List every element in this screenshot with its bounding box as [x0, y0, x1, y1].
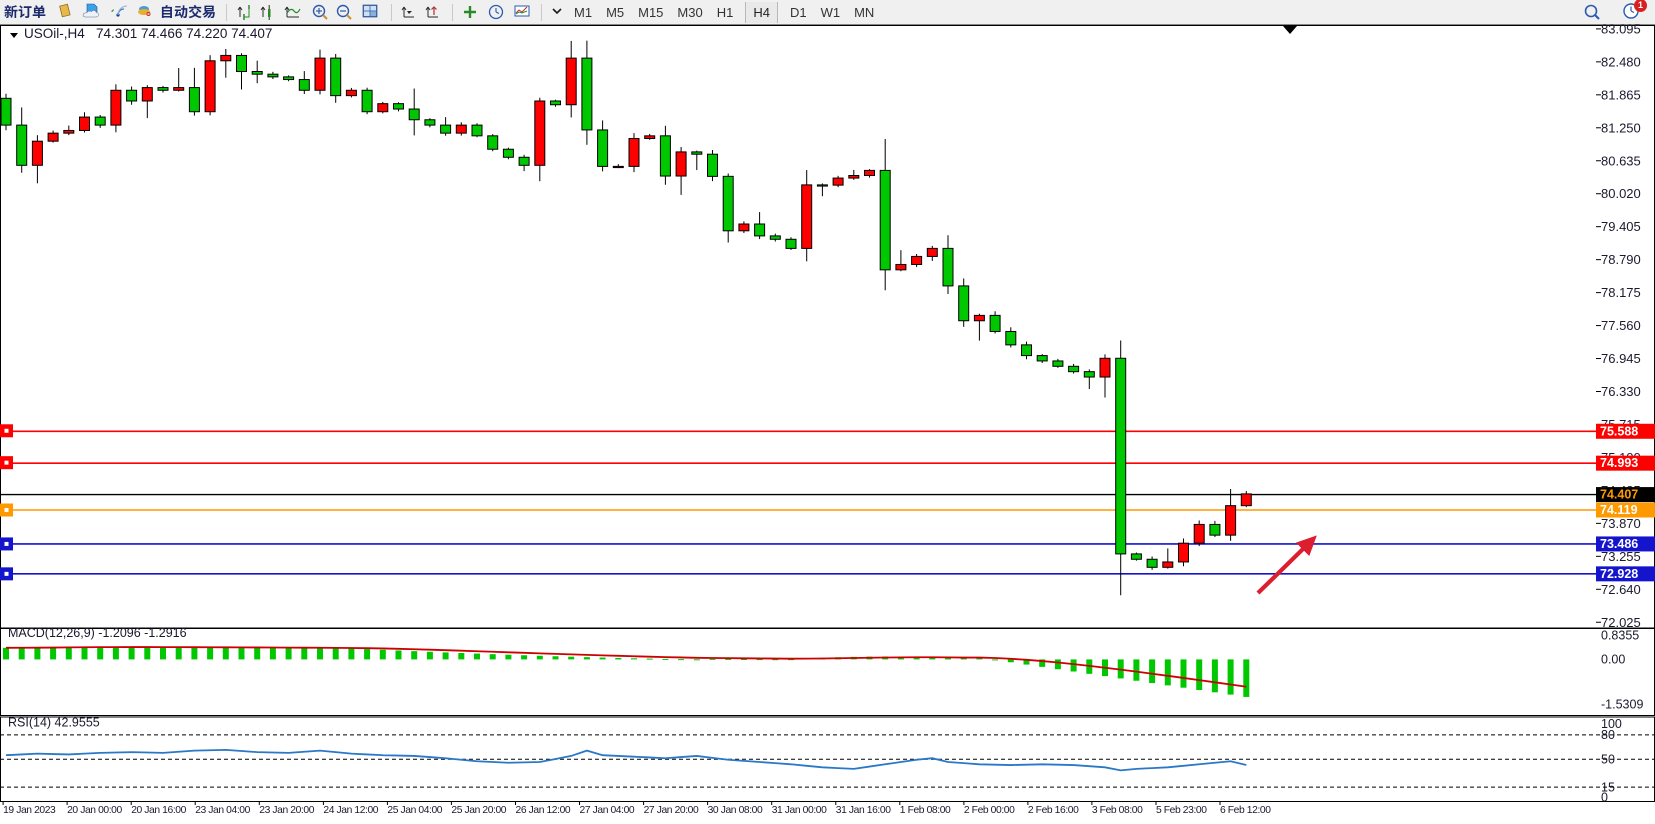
svg-text:81.250: 81.250 [1601, 120, 1641, 135]
svg-text:3 Feb 08:00: 3 Feb 08:00 [1092, 805, 1143, 816]
svg-text:24 Jan 12:00: 24 Jan 12:00 [323, 805, 378, 816]
svg-text:31 Jan 16:00: 31 Jan 16:00 [836, 805, 891, 816]
svg-text:76.330: 76.330 [1601, 384, 1641, 399]
svg-text:0: 0 [1601, 791, 1608, 805]
svg-text:25 Jan 04:00: 25 Jan 04:00 [387, 805, 442, 816]
svg-text:0.8355: 0.8355 [1601, 629, 1639, 643]
svg-text:72.928: 72.928 [1600, 567, 1638, 581]
svg-text:0.00: 0.00 [1601, 653, 1625, 667]
svg-text:26 Jan 12:00: 26 Jan 12:00 [516, 805, 571, 816]
svg-text:79.405: 79.405 [1601, 219, 1641, 234]
svg-text:80.635: 80.635 [1601, 153, 1641, 168]
svg-text:74.301 74.466 74.220 74.407: 74.301 74.466 74.220 74.407 [96, 26, 272, 41]
svg-text:2 Feb 16:00: 2 Feb 16:00 [1028, 805, 1079, 816]
svg-text:RSI(14) 42.9555: RSI(14) 42.9555 [8, 716, 100, 730]
svg-text:30 Jan 08:00: 30 Jan 08:00 [708, 805, 763, 816]
svg-text:72.025: 72.025 [1601, 615, 1641, 630]
svg-text:25 Jan 20:00: 25 Jan 20:00 [451, 805, 506, 816]
svg-text:USOil-,H4: USOil-,H4 [24, 26, 85, 41]
svg-text:2 Feb 00:00: 2 Feb 00:00 [964, 805, 1015, 816]
svg-text:76.945: 76.945 [1601, 351, 1641, 366]
svg-text:75.588: 75.588 [1600, 424, 1638, 438]
svg-text:6 Feb 12:00: 6 Feb 12:00 [1220, 805, 1271, 816]
svg-text:72.640: 72.640 [1601, 582, 1641, 597]
svg-text:27 Jan 20:00: 27 Jan 20:00 [644, 805, 699, 816]
svg-text:MACD(12,26,9) -1.2096 -1.2916: MACD(12,26,9) -1.2096 -1.2916 [8, 626, 187, 640]
svg-text:83.095: 83.095 [1601, 21, 1641, 36]
svg-text:74.407: 74.407 [1600, 488, 1638, 502]
svg-text:74.119: 74.119 [1600, 503, 1638, 517]
svg-text:31 Jan 00:00: 31 Jan 00:00 [772, 805, 827, 816]
svg-text:80.020: 80.020 [1601, 186, 1641, 201]
svg-text:23 Jan 04:00: 23 Jan 04:00 [195, 805, 250, 816]
svg-text:78.175: 78.175 [1601, 285, 1641, 300]
svg-text:77.560: 77.560 [1601, 318, 1641, 333]
svg-text:20 Jan 16:00: 20 Jan 16:00 [131, 805, 186, 816]
svg-text:81.865: 81.865 [1601, 87, 1641, 102]
svg-text:19 Jan 2023: 19 Jan 2023 [3, 805, 56, 816]
svg-text:5 Feb 23:00: 5 Feb 23:00 [1156, 805, 1207, 816]
svg-text:20 Jan 00:00: 20 Jan 00:00 [67, 805, 122, 816]
svg-text:82.480: 82.480 [1601, 54, 1641, 69]
svg-text:27 Jan 04:00: 27 Jan 04:00 [580, 805, 635, 816]
svg-text:78.790: 78.790 [1601, 252, 1641, 267]
svg-text:73.486: 73.486 [1600, 537, 1638, 551]
svg-text:73.870: 73.870 [1601, 516, 1641, 531]
svg-text:-1.5309: -1.5309 [1601, 698, 1643, 712]
svg-text:1 Feb 08:00: 1 Feb 08:00 [900, 805, 951, 816]
svg-text:74.993: 74.993 [1600, 456, 1638, 470]
svg-text:23 Jan 20:00: 23 Jan 20:00 [259, 805, 314, 816]
